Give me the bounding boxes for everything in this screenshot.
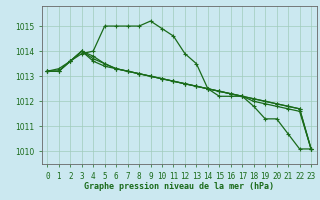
X-axis label: Graphe pression niveau de la mer (hPa): Graphe pression niveau de la mer (hPa) — [84, 182, 274, 191]
